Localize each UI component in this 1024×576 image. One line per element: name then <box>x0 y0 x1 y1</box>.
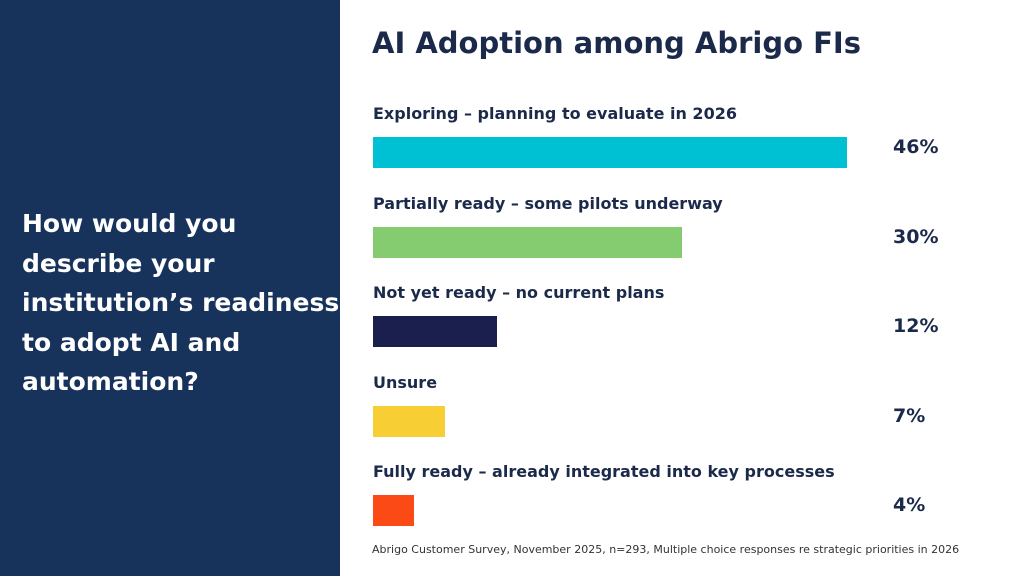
category-label: Partially ready – some pilots underway <box>373 193 723 213</box>
value-label: 30% <box>893 225 939 248</box>
category-label: Unsure <box>373 372 438 392</box>
source-note: Abrigo Customer Survey, November 2025, n… <box>372 543 960 556</box>
bar <box>373 316 497 347</box>
value-label: 4% <box>893 494 926 516</box>
question: How would you describe your institution’… <box>22 209 340 396</box>
bar <box>373 137 847 168</box>
value-label: 46% <box>893 136 939 158</box>
bar <box>373 405 446 437</box>
value-label: 7% <box>893 404 926 427</box>
value-label: 12% <box>893 315 939 337</box>
category-label: Exploring – planning to evaluate in 2026 <box>373 104 737 123</box>
category-label: Not yet ready – no current plans <box>373 283 665 302</box>
side-panel <box>0 0 340 576</box>
bar <box>373 495 415 526</box>
bar <box>373 226 683 258</box>
category-label: Fully ready – already integrated into ke… <box>373 462 835 481</box>
chart-title: AI Adoption among Abrigo FIs <box>372 26 861 60</box>
